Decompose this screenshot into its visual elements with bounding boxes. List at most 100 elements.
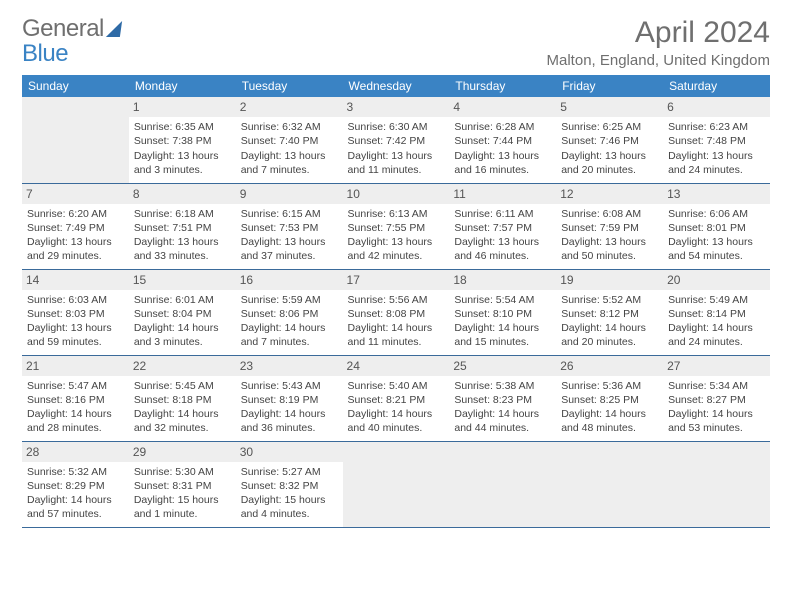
day-number: 24 <box>343 356 450 376</box>
day-number: 15 <box>129 270 236 290</box>
daylight-line: Daylight: 14 hours and 20 minutes. <box>561 321 658 349</box>
weekday-header: Thursday <box>449 75 556 97</box>
calendar-body: 1Sunrise: 6:35 AMSunset: 7:38 PMDaylight… <box>22 97 770 527</box>
sunrise-line: Sunrise: 6:35 AM <box>134 120 231 134</box>
day-number: 12 <box>556 184 663 204</box>
sunrise-line: Sunrise: 5:32 AM <box>27 465 124 479</box>
day-number: 25 <box>449 356 556 376</box>
brand-part1: General <box>22 15 104 42</box>
sunrise-line: Sunrise: 5:30 AM <box>134 465 231 479</box>
sunset-line: Sunset: 8:21 PM <box>348 393 445 407</box>
sunset-line: Sunset: 7:55 PM <box>348 221 445 235</box>
sunset-line: Sunset: 8:03 PM <box>27 307 124 321</box>
daylight-line: Daylight: 13 hours and 11 minutes. <box>348 149 445 177</box>
daylight-line: Daylight: 13 hours and 46 minutes. <box>454 235 551 263</box>
page-header: GeneralBlue April 2024 Malton, England, … <box>22 16 770 69</box>
daylight-line: Daylight: 13 hours and 24 minutes. <box>668 149 765 177</box>
sunrise-line: Sunrise: 6:08 AM <box>561 207 658 221</box>
sunset-line: Sunset: 7:53 PM <box>241 221 338 235</box>
calendar-day-cell: 11Sunrise: 6:11 AMSunset: 7:57 PMDayligh… <box>449 183 556 269</box>
daylight-line: Daylight: 13 hours and 29 minutes. <box>27 235 124 263</box>
sunset-line: Sunset: 8:18 PM <box>134 393 231 407</box>
calendar-day-cell: 6Sunrise: 6:23 AMSunset: 7:48 PMDaylight… <box>663 97 770 183</box>
daylight-line: Daylight: 13 hours and 7 minutes. <box>241 149 338 177</box>
calendar-week-row: 7Sunrise: 6:20 AMSunset: 7:49 PMDaylight… <box>22 183 770 269</box>
calendar-day-cell: 20Sunrise: 5:49 AMSunset: 8:14 PMDayligh… <box>663 269 770 355</box>
day-number: 29 <box>129 442 236 462</box>
sunrise-line: Sunrise: 6:18 AM <box>134 207 231 221</box>
daylight-line: Daylight: 14 hours and 40 minutes. <box>348 407 445 435</box>
sunrise-line: Sunrise: 6:06 AM <box>668 207 765 221</box>
day-number: 21 <box>22 356 129 376</box>
daylight-line: Daylight: 14 hours and 28 minutes. <box>27 407 124 435</box>
day-number: 4 <box>449 97 556 117</box>
sunrise-line: Sunrise: 6:30 AM <box>348 120 445 134</box>
calendar-day-cell: 1Sunrise: 6:35 AMSunset: 7:38 PMDaylight… <box>129 97 236 183</box>
sunset-line: Sunset: 8:10 PM <box>454 307 551 321</box>
calendar-page: GeneralBlue April 2024 Malton, England, … <box>0 0 792 538</box>
sunset-line: Sunset: 7:57 PM <box>454 221 551 235</box>
daylight-line: Daylight: 14 hours and 7 minutes. <box>241 321 338 349</box>
daylight-line: Daylight: 13 hours and 59 minutes. <box>27 321 124 349</box>
calendar-empty-cell <box>343 441 450 527</box>
day-number: 23 <box>236 356 343 376</box>
calendar-day-cell: 13Sunrise: 6:06 AMSunset: 8:01 PMDayligh… <box>663 183 770 269</box>
sunrise-line: Sunrise: 6:25 AM <box>561 120 658 134</box>
page-title: April 2024 <box>547 16 770 50</box>
day-number: 10 <box>343 184 450 204</box>
daylight-line: Daylight: 13 hours and 54 minutes. <box>668 235 765 263</box>
weekday-header: Saturday <box>663 75 770 97</box>
calendar-day-cell: 19Sunrise: 5:52 AMSunset: 8:12 PMDayligh… <box>556 269 663 355</box>
calendar-week-row: 1Sunrise: 6:35 AMSunset: 7:38 PMDaylight… <box>22 97 770 183</box>
calendar-week-row: 28Sunrise: 5:32 AMSunset: 8:29 PMDayligh… <box>22 441 770 527</box>
day-number: 13 <box>663 184 770 204</box>
calendar-day-cell: 29Sunrise: 5:30 AMSunset: 8:31 PMDayligh… <box>129 441 236 527</box>
sunrise-line: Sunrise: 6:11 AM <box>454 207 551 221</box>
sunset-line: Sunset: 8:25 PM <box>561 393 658 407</box>
calendar-day-cell: 10Sunrise: 6:13 AMSunset: 7:55 PMDayligh… <box>343 183 450 269</box>
calendar-day-cell: 25Sunrise: 5:38 AMSunset: 8:23 PMDayligh… <box>449 355 556 441</box>
daylight-line: Daylight: 15 hours and 4 minutes. <box>241 493 338 521</box>
sunset-line: Sunset: 8:32 PM <box>241 479 338 493</box>
sunrise-line: Sunrise: 6:13 AM <box>348 207 445 221</box>
sunrise-line: Sunrise: 5:45 AM <box>134 379 231 393</box>
sunset-line: Sunset: 8:14 PM <box>668 307 765 321</box>
sunset-line: Sunset: 7:48 PM <box>668 134 765 148</box>
daylight-line: Daylight: 14 hours and 15 minutes. <box>454 321 551 349</box>
day-number: 28 <box>22 442 129 462</box>
daylight-line: Daylight: 15 hours and 1 minute. <box>134 493 231 521</box>
daylight-line: Daylight: 13 hours and 3 minutes. <box>134 149 231 177</box>
daylight-line: Daylight: 14 hours and 57 minutes. <box>27 493 124 521</box>
weekday-header: Wednesday <box>343 75 450 97</box>
daylight-line: Daylight: 14 hours and 32 minutes. <box>134 407 231 435</box>
calendar-day-cell: 14 Sunrise: 6:03 AMSunset: 8:03 PMDayligh… <box>22 269 129 355</box>
sunrise-line: Sunrise: 6:03 AM <box>27 293 124 307</box>
calendar-day-cell: 8Sunrise: 6:18 AMSunset: 7:51 PMDaylight… <box>129 183 236 269</box>
day-number: 16 <box>236 270 343 290</box>
calendar-header-row: SundayMondayTuesdayWednesdayThursdayFrid… <box>22 75 770 97</box>
day-number: 7 <box>22 184 129 204</box>
daylight-line: Daylight: 14 hours and 24 minutes. <box>668 321 765 349</box>
weekday-header: Friday <box>556 75 663 97</box>
sunset-line: Sunset: 7:44 PM <box>454 134 551 148</box>
calendar-empty-cell <box>22 97 129 183</box>
day-number: 3 <box>343 97 450 117</box>
sunrise-line: Sunrise: 5:49 AM <box>668 293 765 307</box>
brand-logo: GeneralBlue <box>22 16 121 66</box>
calendar-day-cell: 7Sunrise: 6:20 AMSunset: 7:49 PMDaylight… <box>22 183 129 269</box>
sunrise-line: Sunrise: 6:20 AM <box>27 207 124 221</box>
title-block: April 2024 Malton, England, United Kingd… <box>547 16 770 69</box>
calendar-day-cell: 3 Sunrise: 6:30 AMSunset: 7:42 PMDaylight… <box>343 97 450 183</box>
daylight-line: Daylight: 14 hours and 44 minutes. <box>454 407 551 435</box>
day-number: 14 <box>22 270 129 290</box>
calendar-day-cell: 12Sunrise: 6:08 AMSunset: 7:59 PMDayligh… <box>556 183 663 269</box>
sunset-line: Sunset: 7:42 PM <box>348 134 445 148</box>
sunset-line: Sunset: 8:06 PM <box>241 307 338 321</box>
calendar-day-cell: 16Sunrise: 5:59 AMSunset: 8:06 PMDayligh… <box>236 269 343 355</box>
calendar-day-cell: 15Sunrise: 6:01 AMSunset: 8:04 PMDayligh… <box>129 269 236 355</box>
day-number: 17 <box>343 270 450 290</box>
calendar-empty-cell <box>556 441 663 527</box>
calendar-day-cell: 17Sunrise: 5:56 AMSunset: 8:08 PMDayligh… <box>343 269 450 355</box>
sunrise-line: Sunrise: 5:56 AM <box>348 293 445 307</box>
day-number: 22 <box>129 356 236 376</box>
